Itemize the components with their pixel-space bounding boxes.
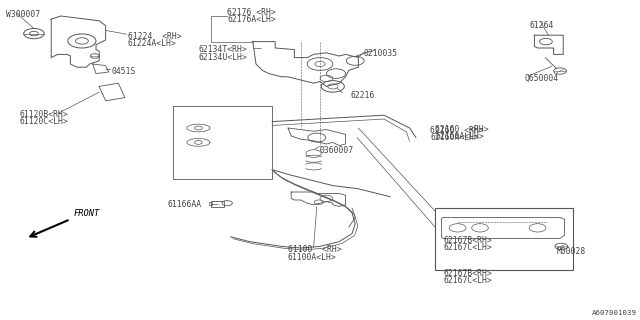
- Text: 62176A<LH>: 62176A<LH>: [227, 15, 276, 24]
- Bar: [209, 202, 212, 205]
- Text: M00028: M00028: [557, 247, 586, 256]
- Text: 61166AA: 61166AA: [168, 200, 202, 209]
- Text: 62160  <RH>: 62160 <RH>: [430, 126, 484, 135]
- Text: 62134U<LH>: 62134U<LH>: [198, 53, 247, 62]
- Text: 62167B<RH>: 62167B<RH>: [444, 236, 492, 245]
- Text: 61224  <RH>: 61224 <RH>: [128, 32, 182, 41]
- Text: A607001039: A607001039: [592, 310, 637, 316]
- Text: 62176 <RH>: 62176 <RH>: [227, 8, 276, 17]
- Text: 0210035: 0210035: [364, 49, 397, 58]
- Text: Q650004: Q650004: [525, 74, 559, 83]
- Text: 61120B<RH>: 61120B<RH>: [19, 110, 68, 119]
- Text: 61100A<LH>: 61100A<LH>: [288, 253, 337, 262]
- Text: 61224A<LH>: 61224A<LH>: [128, 39, 177, 48]
- Text: 62167C<LH>: 62167C<LH>: [444, 276, 492, 285]
- Text: 62167C<LH>: 62167C<LH>: [444, 243, 492, 252]
- Text: 62167B<RH>: 62167B<RH>: [444, 269, 492, 278]
- Text: 62160  <RH>: 62160 <RH>: [435, 125, 489, 134]
- Text: 61100  <RH>: 61100 <RH>: [288, 245, 342, 254]
- Text: 61120C<LH>: 61120C<LH>: [19, 117, 68, 126]
- Text: 62160A<LH>: 62160A<LH>: [435, 132, 484, 141]
- Bar: [435, 208, 573, 270]
- Text: 62160A<LH>: 62160A<LH>: [430, 133, 479, 142]
- Text: W300007: W300007: [6, 10, 40, 19]
- Bar: [173, 106, 272, 179]
- Text: FRONT: FRONT: [74, 209, 100, 218]
- Bar: [211, 201, 224, 207]
- Text: 0360007: 0360007: [320, 146, 354, 155]
- Text: 62134T<RH>: 62134T<RH>: [198, 45, 247, 54]
- Text: 0451S: 0451S: [112, 67, 136, 76]
- Text: 62216: 62216: [351, 91, 375, 100]
- Text: 61264: 61264: [530, 21, 554, 30]
